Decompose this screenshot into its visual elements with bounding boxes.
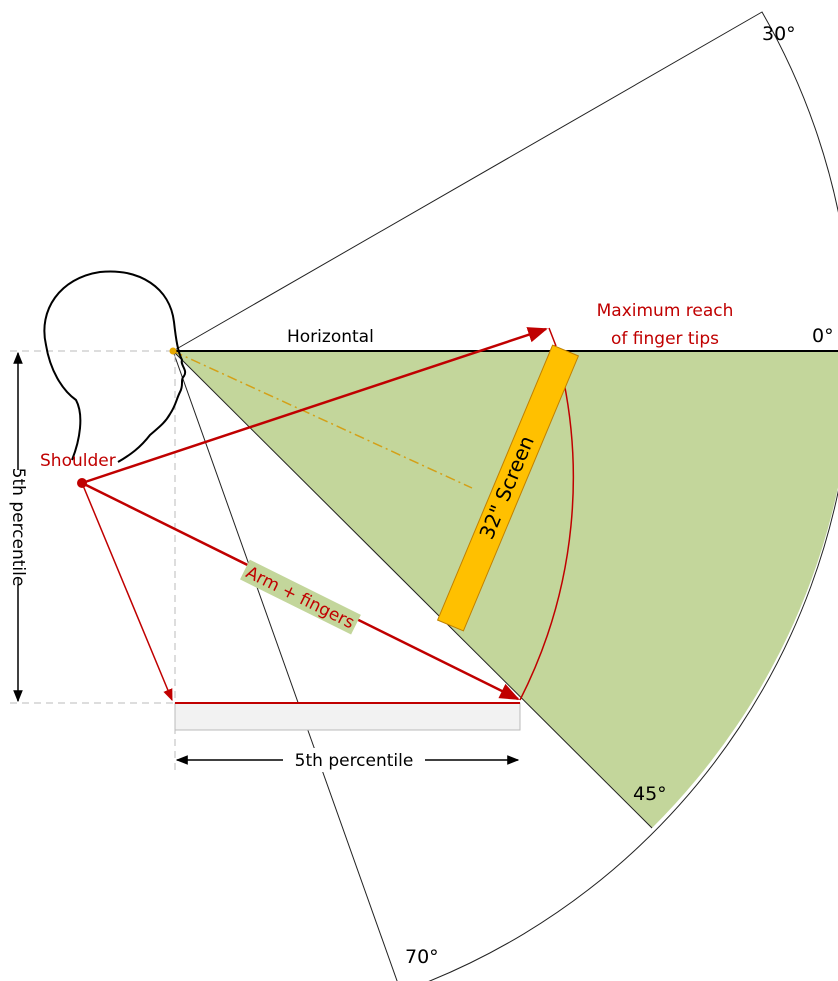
sight-line bbox=[172, 350, 473, 489]
screen bbox=[436, 344, 580, 632]
reach-label: of finger tips bbox=[611, 329, 719, 349]
horizontal-percentile: 5th percentile bbox=[295, 751, 414, 771]
angle-label: 70° bbox=[405, 946, 439, 968]
label-bg bbox=[8, 470, 28, 585]
guides bbox=[10, 350, 176, 770]
reach-wedge bbox=[173, 351, 838, 828]
reach-label: Maximum reach bbox=[597, 301, 734, 321]
field bbox=[172, 11, 838, 981]
shoulder-label: Shoulder bbox=[40, 451, 116, 471]
label-bg bbox=[283, 748, 425, 772]
arm-label: Arm + fingers bbox=[242, 563, 357, 634]
shoulder-point bbox=[77, 478, 87, 488]
angle-label: 45° bbox=[633, 783, 667, 805]
angle-label: 0° bbox=[812, 325, 834, 347]
desk bbox=[174, 702, 521, 731]
line-45 bbox=[172, 350, 653, 829]
vertical-percentile: 5th percentile bbox=[8, 468, 28, 587]
eye-point bbox=[169, 347, 177, 355]
angle-label: 30° bbox=[762, 23, 796, 45]
label-bg bbox=[240, 559, 361, 635]
view-arc bbox=[172, 11, 838, 981]
line-70 bbox=[172, 350, 398, 981]
horizontal-label: Horizontal bbox=[287, 327, 374, 347]
head bbox=[43, 270, 187, 463]
reach-arc bbox=[519, 344, 575, 701]
